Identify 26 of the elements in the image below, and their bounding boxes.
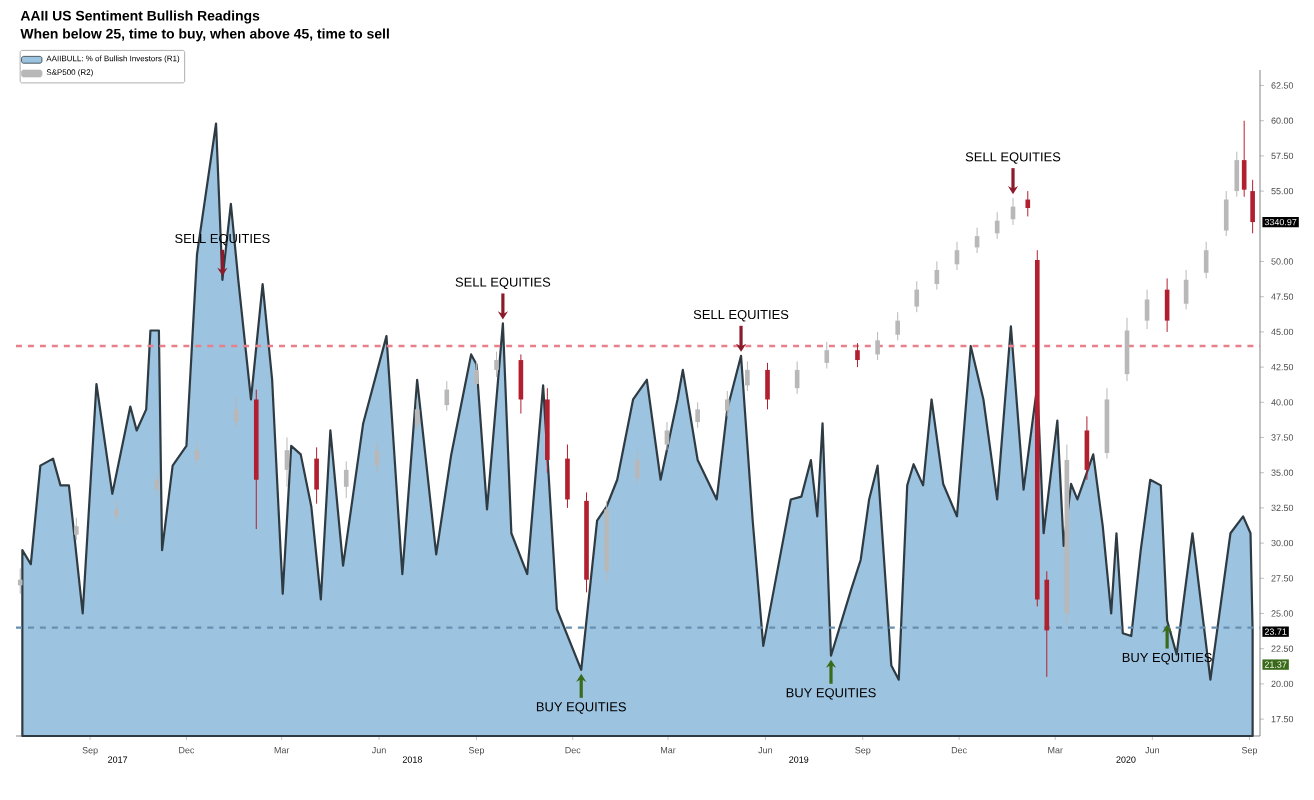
candlestick [875,331,880,361]
candlestick [74,517,79,541]
candlestick [664,421,670,451]
candlestick [765,362,770,410]
candlestick [444,380,450,412]
candlestick [314,446,319,505]
candlestick [1223,190,1229,237]
candlestick [17,567,23,595]
candlestick [824,341,830,369]
candlestick [914,280,920,313]
candlestick [1241,120,1247,198]
candlestick [494,351,499,378]
candlestick [565,444,570,509]
candlestick [1234,151,1240,198]
candlestick [343,460,349,499]
candlestick [1250,179,1255,234]
candlestick [724,390,730,417]
candlestick [474,360,479,389]
candlestick [695,401,700,429]
candlestick [1025,190,1031,217]
candlestick [855,342,860,368]
candlestick [114,500,119,523]
candlestick [634,451,640,485]
candlestick [745,360,750,392]
candlestick [154,472,160,496]
candlestick [895,311,901,341]
